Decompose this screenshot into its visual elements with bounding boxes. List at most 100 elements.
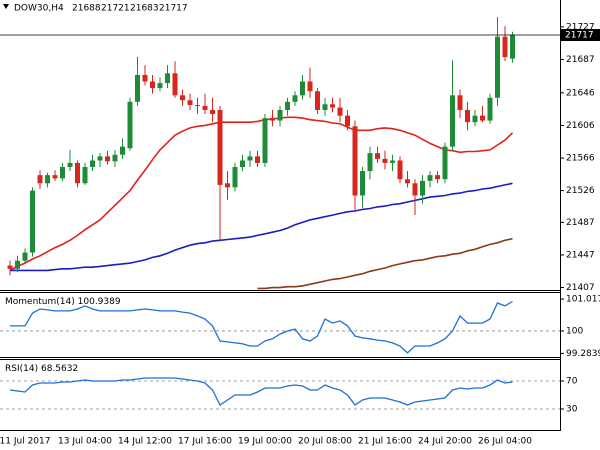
y-tick-label: 21606 bbox=[566, 121, 595, 131]
candle-body bbox=[285, 101, 290, 110]
rsi-name: RSI(14) bbox=[5, 364, 38, 374]
moving-average bbox=[257, 237, 513, 290]
ohlc-low: 21683 bbox=[130, 4, 159, 14]
x-tick-label: 14 Jul 12:00 bbox=[118, 437, 172, 447]
candle-body bbox=[480, 115, 485, 121]
y-tick-label: 21646 bbox=[566, 88, 595, 98]
candle-body bbox=[390, 160, 395, 163]
candle-body bbox=[195, 105, 200, 107]
candle-body bbox=[187, 100, 193, 106]
x-tick-label: 20 Jul 08:00 bbox=[298, 437, 352, 447]
chart-title: DOW30,H4 bbox=[14, 4, 64, 14]
candle-body bbox=[232, 166, 238, 188]
y-tick-label: 100 bbox=[566, 326, 583, 336]
candle-body bbox=[450, 95, 455, 147]
y-tick-label: 21566 bbox=[566, 154, 595, 164]
momentum-title: Momentum(14) 100.9389 bbox=[5, 297, 121, 307]
candle-body bbox=[435, 175, 440, 180]
candle-body bbox=[202, 105, 208, 110]
candle-body bbox=[172, 73, 178, 96]
y-tick-label: 101.0177 bbox=[566, 295, 600, 305]
candle-body bbox=[142, 74, 148, 82]
y-tick-label: 21727 bbox=[566, 22, 595, 32]
candle-body bbox=[135, 74, 140, 102]
candle-body bbox=[510, 35, 515, 59]
candle-body bbox=[442, 146, 448, 180]
candle-body bbox=[90, 160, 95, 167]
candle-body bbox=[270, 118, 275, 121]
candle-body bbox=[120, 146, 125, 155]
candle-body bbox=[150, 81, 155, 88]
candle-body bbox=[472, 115, 478, 123]
momentum-name: Momentum(14) bbox=[5, 297, 75, 307]
candle-body bbox=[45, 175, 50, 184]
candle-body bbox=[210, 109, 215, 115]
candle-body bbox=[180, 95, 185, 101]
moving-average bbox=[9, 116, 514, 272]
x-tick-label: 17 Jul 16:00 bbox=[178, 437, 232, 447]
y-tick-label: 21526 bbox=[566, 186, 595, 196]
x-tick-label: 13 Jul 04:00 bbox=[58, 437, 112, 447]
candle-body bbox=[412, 183, 418, 196]
candle-body bbox=[337, 107, 343, 116]
candle-body bbox=[375, 153, 380, 159]
last-price-label: 21717 bbox=[565, 31, 594, 41]
candle-body bbox=[82, 166, 88, 184]
indicator-line bbox=[9, 377, 513, 406]
ohlc-close: 21717 bbox=[159, 4, 188, 14]
candle-body bbox=[225, 183, 230, 188]
candle-body bbox=[37, 175, 43, 184]
candle-body bbox=[502, 36, 508, 58]
candle-body bbox=[240, 160, 245, 167]
candle-body bbox=[300, 81, 305, 96]
candle-body bbox=[52, 175, 58, 179]
candle-body bbox=[157, 83, 163, 88]
last-price-box bbox=[561, 29, 600, 42]
candle-body bbox=[105, 156, 110, 162]
candle-body bbox=[15, 260, 20, 269]
candle-body bbox=[330, 104, 335, 108]
x-tick-label: 24 Jul 20:00 bbox=[418, 437, 472, 447]
candle-body bbox=[127, 101, 133, 149]
candle-body bbox=[367, 153, 373, 172]
candle-body bbox=[397, 160, 403, 180]
candle-body bbox=[112, 154, 118, 162]
candle-body bbox=[277, 109, 283, 121]
y-tick-label: 99.2839 bbox=[566, 349, 600, 359]
candle-body bbox=[165, 73, 170, 84]
candle-body bbox=[292, 95, 298, 102]
x-tick-label: 11 Jul 2017 bbox=[0, 437, 50, 447]
menu-icon bbox=[3, 4, 9, 9]
x-tick-label: 21 Jul 16:00 bbox=[358, 437, 412, 447]
indicator-line bbox=[10, 300, 513, 354]
momentum-current: 100.9389 bbox=[78, 297, 121, 307]
rsi-title: RSI(14) 68.5632 bbox=[5, 364, 78, 374]
y-tick-label: 21687 bbox=[566, 55, 595, 65]
candle-body bbox=[345, 115, 350, 127]
candle-body bbox=[427, 175, 433, 181]
candle-body bbox=[97, 156, 103, 161]
y-tick-label: 21407 bbox=[566, 283, 595, 293]
candle-body bbox=[322, 104, 328, 110]
rsi-current: 68.5632 bbox=[41, 364, 78, 374]
x-tick-label: 19 Jul 00:00 bbox=[238, 437, 292, 447]
candle-body bbox=[487, 97, 493, 121]
candle-body bbox=[247, 156, 253, 161]
candle-body bbox=[217, 109, 223, 185]
candle-body bbox=[262, 118, 268, 163]
candle-body bbox=[67, 162, 73, 167]
candle-body bbox=[255, 156, 260, 163]
y-tick-label: 70 bbox=[566, 377, 578, 387]
ohlc-high: 21721 bbox=[101, 4, 130, 14]
candle-body bbox=[457, 95, 463, 110]
candle-body bbox=[382, 158, 388, 163]
candle-body bbox=[315, 91, 320, 110]
y-tick-label: 21487 bbox=[566, 218, 595, 228]
candle-body bbox=[352, 126, 358, 196]
candle-body bbox=[360, 171, 365, 196]
candle-body bbox=[30, 190, 35, 253]
candle-body bbox=[405, 179, 410, 184]
candle-body bbox=[465, 109, 470, 123]
candle-body bbox=[75, 162, 80, 184]
